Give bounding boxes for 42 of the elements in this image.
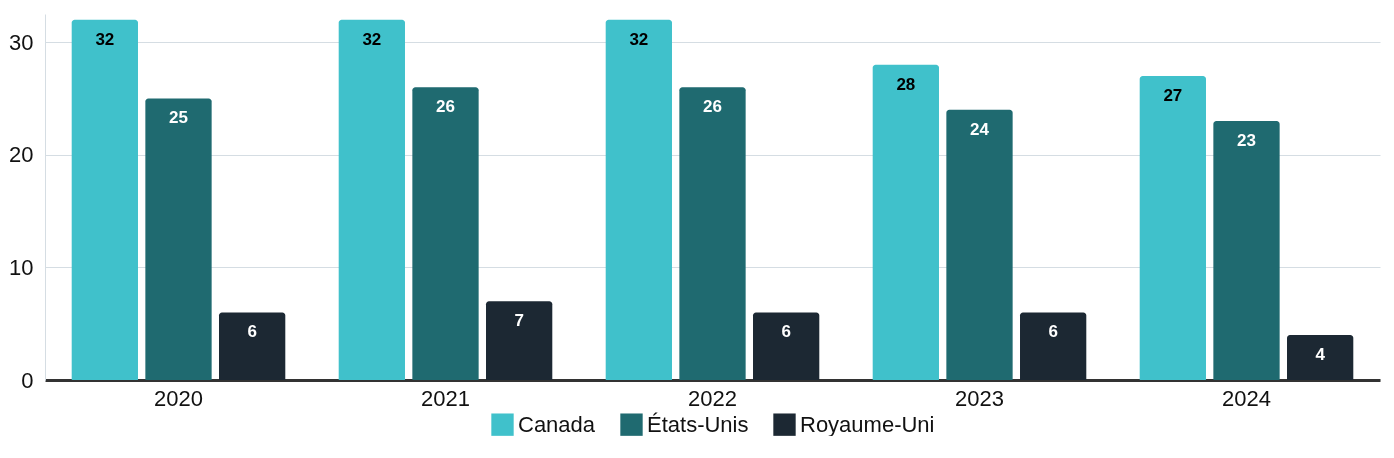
- bar: [1020, 312, 1087, 380]
- bar: [486, 301, 553, 380]
- bar: [872, 64, 939, 380]
- bar: [1287, 334, 1354, 380]
- bar: [1139, 75, 1206, 380]
- y-tick-label: 0: [21, 367, 34, 393]
- data-label: 25: [169, 108, 188, 128]
- data-label: 26: [436, 97, 455, 117]
- data-label: 32: [362, 29, 382, 49]
- bar: [71, 19, 138, 380]
- data-label: 27: [1163, 85, 1183, 105]
- bar: [605, 19, 672, 380]
- bar: [946, 109, 1013, 380]
- x-tick-label: 2020: [154, 385, 203, 411]
- legend-label: États-Unis: [647, 411, 749, 437]
- data-label: 7: [514, 311, 524, 331]
- bar: [338, 19, 405, 380]
- data-label: 32: [95, 29, 115, 49]
- y-tick-label: 30: [9, 29, 34, 55]
- legend-label: Canada: [518, 411, 596, 437]
- data-label: 26: [703, 97, 722, 117]
- data-label: 32: [629, 29, 649, 49]
- data-label: 6: [1048, 322, 1058, 342]
- bar: [753, 312, 820, 380]
- data-label: 4: [1315, 344, 1326, 364]
- x-tick-label: 2022: [688, 385, 737, 411]
- bar: [219, 312, 286, 380]
- legend-label: Royaume-Uni: [800, 411, 935, 437]
- bar: [679, 87, 746, 380]
- data-label: 28: [896, 74, 916, 94]
- x-tick-label: 2023: [955, 385, 1004, 411]
- y-tick-label: 10: [9, 254, 34, 280]
- y-tick-label: 20: [9, 142, 34, 168]
- x-tick-label: 2024: [1222, 385, 1271, 411]
- x-tick-label: 2021: [421, 385, 470, 411]
- data-label: 24: [970, 119, 990, 139]
- data-label: 6: [247, 322, 257, 342]
- data-label: 23: [1237, 130, 1256, 150]
- bar: [412, 87, 479, 380]
- bar: [1213, 120, 1280, 380]
- bar: [145, 98, 212, 380]
- data-label: 6: [781, 322, 791, 342]
